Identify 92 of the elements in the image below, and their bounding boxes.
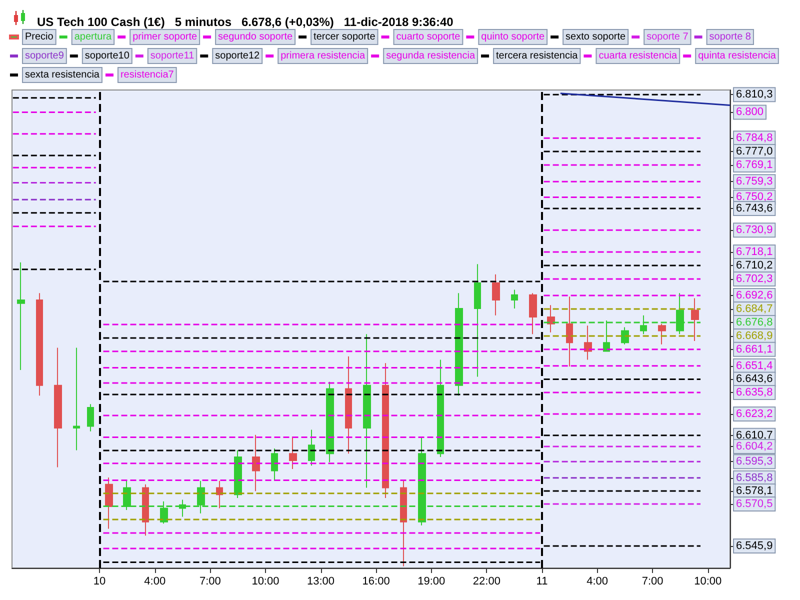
y-tick-label: 6.651,4	[736, 360, 773, 372]
y-tick-label: 6.623,2	[736, 408, 773, 420]
candlestick	[345, 356, 352, 454]
x-tick-label: 11	[536, 576, 548, 588]
y-tick-label: 6.585,8	[736, 472, 773, 484]
legend-label: soporte 8	[709, 32, 752, 42]
y-tick-label: 6.635,8	[736, 386, 773, 399]
y-tick-label: 6.730,9	[736, 224, 773, 236]
candlestick	[216, 480, 223, 509]
candlestick	[54, 347, 62, 468]
candlestick	[621, 326, 629, 345]
x-tick-label: 7:00	[199, 576, 221, 588]
legend-label: primera resistencia	[280, 50, 366, 62]
y-tick-label: 6.810,3	[736, 88, 773, 101]
x-tick-label: 13:00	[307, 576, 335, 588]
x-tick-label: 19:00	[418, 576, 446, 588]
candlestick	[289, 436, 297, 470]
x-tick-label: 16:00	[362, 576, 390, 588]
y-tick-label: 6.702,3	[736, 272, 773, 285]
legend-label: sexta resistencia	[25, 70, 100, 80]
legend-label: quinta resistencia	[698, 50, 776, 62]
y-tick-label: 6.800	[736, 106, 764, 118]
y-tick-label: 6.545,9	[736, 540, 773, 552]
candlestick	[455, 292, 463, 396]
y-tick-label: 6.643,6	[736, 373, 773, 386]
y-tick-label: 6.769,1	[736, 158, 773, 171]
candlestick	[87, 404, 94, 432]
y-tick-label: 6.604,2	[736, 440, 773, 452]
legend-label: tercera resistencia	[496, 50, 578, 62]
y-tick-label: 6.750,2	[736, 191, 773, 204]
candlestick	[474, 264, 481, 378]
x-tick-label: 10:00	[694, 576, 722, 588]
candlestick	[529, 292, 537, 335]
candlestick	[271, 448, 278, 482]
candlestick	[492, 274, 500, 316]
legend-label: tercer soporte	[314, 32, 376, 42]
legend-label: Precio	[25, 32, 54, 42]
chart-title: US Tech 100 Cash (1€) 5 minutos 6.678,6 (+0,03%) 11-dic-2018 9:36:40	[37, 15, 454, 29]
legend-label: resistencia7	[120, 70, 174, 80]
x-tick-label: 22:00	[472, 576, 500, 588]
legend-label: segunda resistencia	[386, 50, 476, 62]
x-tick-label: 4:00	[144, 576, 166, 588]
y-tick-label: 6.777,0	[736, 145, 773, 158]
candlestick	[400, 480, 407, 567]
y-tick-label: 6.684,7	[736, 303, 773, 316]
legend-label: soporte 7	[646, 32, 689, 42]
y-tick-label: 6.759,3	[736, 176, 773, 188]
y-tick-label: 6.692,6	[736, 290, 773, 302]
candlestick	[234, 450, 242, 499]
x-tick-label: 10	[93, 576, 106, 588]
legend-label: sexto soporte	[566, 32, 626, 42]
candlestick	[382, 362, 389, 499]
legend-label: soporte12	[215, 50, 260, 62]
legend-label: soporte11	[150, 50, 195, 62]
y-tick-label: 6.710,2	[736, 259, 773, 272]
x-tick-label: 10:00	[252, 576, 280, 588]
candlestick	[36, 292, 43, 396]
legend-label: quinto soporte	[481, 32, 545, 42]
candlestick	[437, 359, 444, 458]
y-tick-label: 6.743,6	[736, 202, 773, 214]
candlestick	[547, 304, 555, 333]
y-tick-label: 6.570,5	[736, 498, 773, 510]
candlestick	[691, 298, 699, 342]
candlestick	[17, 262, 25, 370]
candlestick	[511, 289, 518, 310]
y-tick-label: 6.668,9	[736, 330, 773, 342]
candlestick	[73, 347, 80, 451]
legend-label: apertura	[74, 32, 112, 42]
candlestick	[252, 434, 260, 492]
candlestick	[584, 325, 592, 360]
y-tick-label: 6.676,8	[736, 316, 773, 329]
candlestick	[326, 381, 334, 463]
legend-label: primer soporte	[132, 32, 198, 42]
candlestick	[308, 429, 315, 466]
y-tick-label: 6.718,1	[736, 246, 773, 258]
y-tick-label: 6.578,1	[736, 485, 773, 498]
y-tick-label: 6.784,8	[736, 132, 773, 144]
candlestick	[142, 484, 149, 536]
legend-label: cuarto soporte	[396, 32, 461, 42]
candlestick	[566, 296, 573, 368]
legend-label: soporte9	[25, 50, 64, 62]
x-tick-label: 4:00	[586, 576, 608, 588]
legend-label: cuarta resistencia	[598, 50, 678, 62]
x-tick-label: 7:00	[642, 576, 664, 588]
y-tick-label: 6.610,7	[736, 429, 773, 442]
candlestick	[658, 323, 666, 345]
y-tick-label: 6.661,1	[736, 343, 773, 356]
legend-label: segundo soporte	[218, 32, 293, 42]
candlestick	[363, 334, 371, 488]
legend-label: soporte10	[84, 50, 130, 62]
y-tick-label: 6.595,3	[736, 456, 773, 468]
candlestick	[105, 477, 113, 530]
